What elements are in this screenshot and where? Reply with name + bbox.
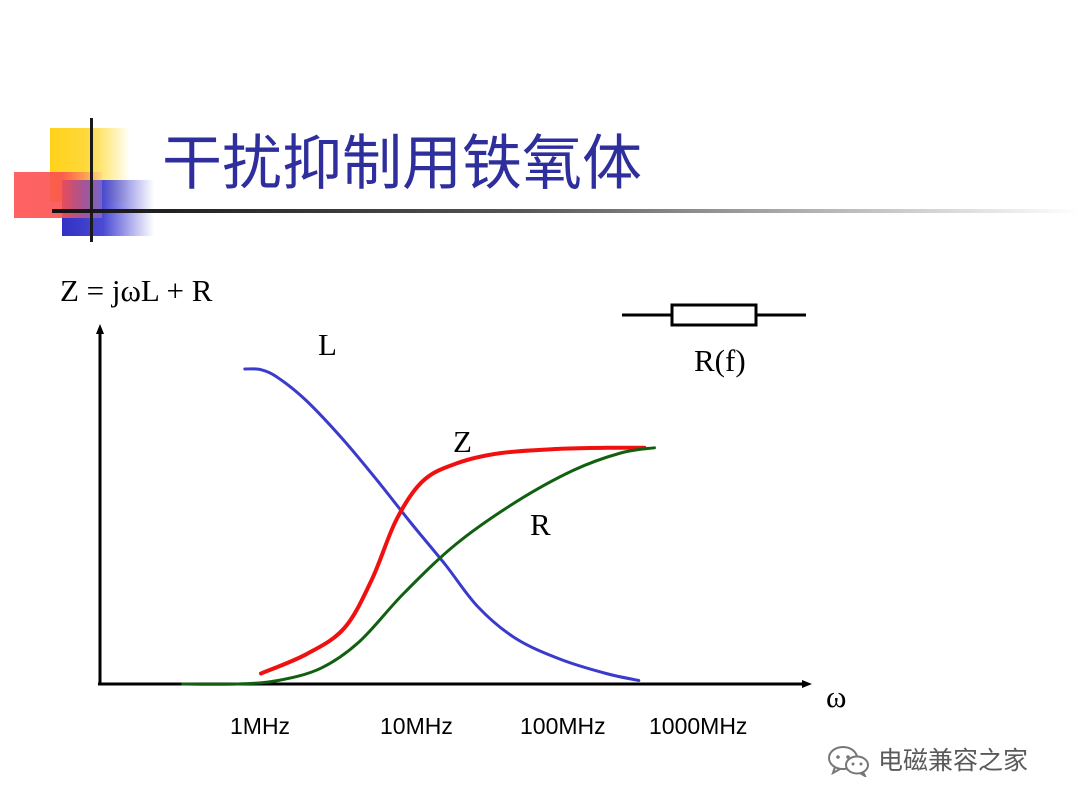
y-axis-formula-label: Z = jωL + R [60, 273, 213, 308]
title-decoration-vertical-line [90, 118, 93, 242]
resistor-symbol-icon [622, 303, 806, 327]
title-underline-rule [52, 209, 1080, 213]
series-label-z: Z [453, 424, 472, 459]
series-label-l: L [318, 327, 337, 362]
watermark-text: 电磁兼容之家 [878, 746, 1029, 775]
x-tick-label: 100MHz [520, 713, 606, 739]
series-line-l [243, 367, 641, 682]
slide-title: 干扰抑制用铁氧体 [162, 129, 642, 199]
resistor-label: R(f) [694, 343, 746, 378]
series-line-z [259, 445, 647, 676]
wechat-icon [828, 746, 869, 777]
series-line-r [181, 446, 656, 686]
series-label-r: R [530, 507, 551, 542]
series-layer [181, 367, 656, 686]
x-tick-label: 1MHz [230, 713, 291, 739]
x-tick-label: 1000MHz [649, 713, 748, 739]
watermark: 电磁兼容之家 [826, 745, 1028, 777]
x-tick-label: 10MHz [380, 713, 453, 739]
x-axis-omega-label: ω [826, 679, 847, 714]
